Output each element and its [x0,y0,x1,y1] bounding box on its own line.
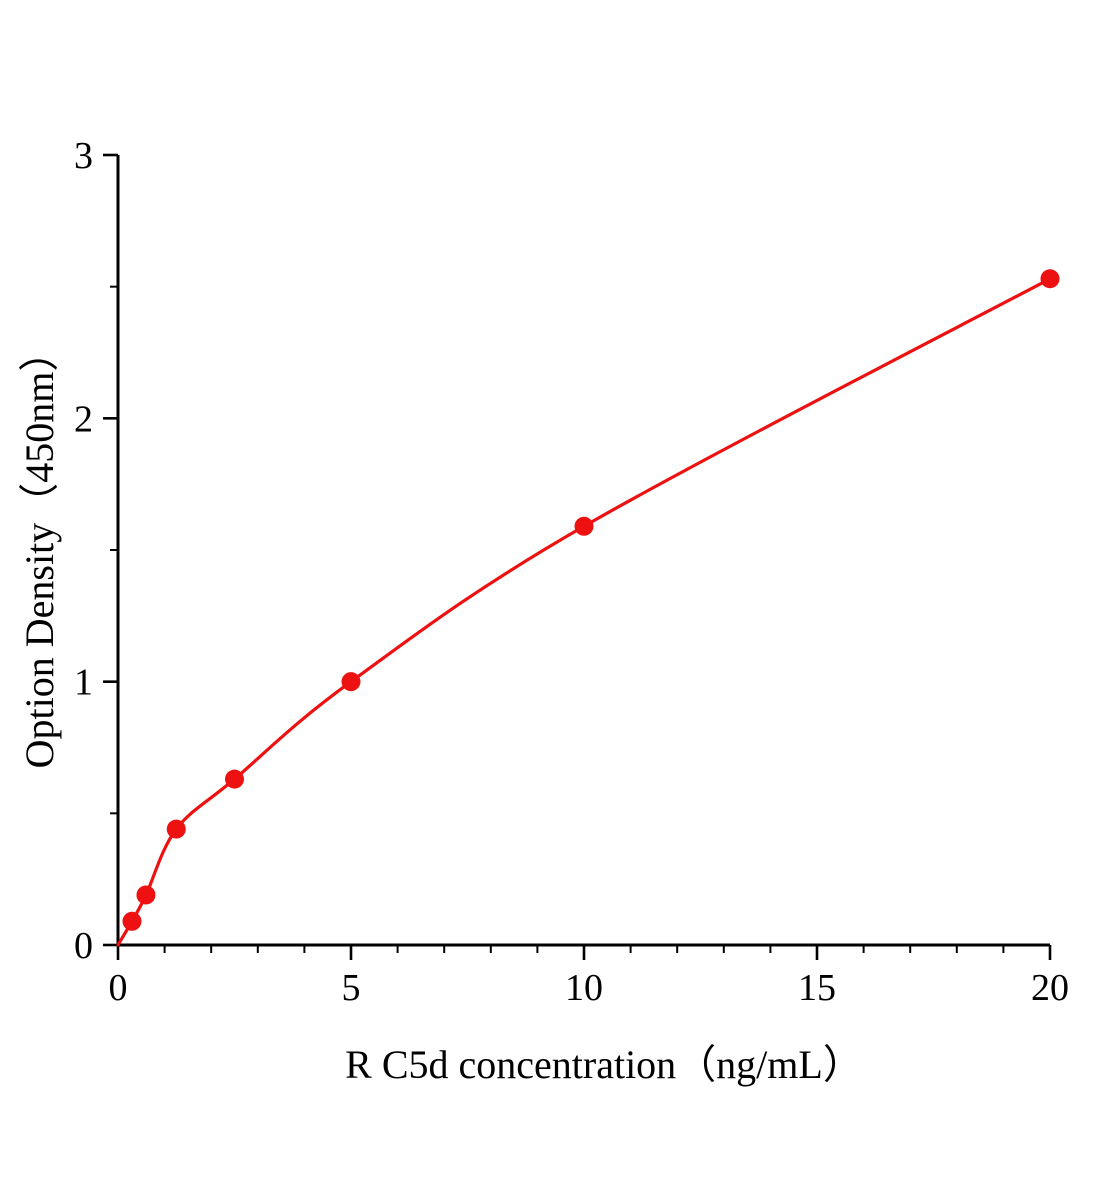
data-point [225,769,244,789]
x-axis-label: R C5d concentration（ng/mL） [345,1042,863,1087]
x-tick-label: 10 [565,967,603,1009]
x-tick-label: 15 [798,967,836,1009]
y-tick-label: 1 [74,662,93,704]
y-tick-label: 3 [74,135,93,177]
y-tick-label: 0 [74,925,93,967]
data-point [122,911,142,931]
x-tick-label: 5 [342,967,361,1009]
y-axis-label: Option Density（450nm） [17,331,62,769]
y-tick-label: 2 [74,398,93,440]
data-point [574,516,594,536]
data-point [166,819,186,839]
data-point [1040,269,1060,289]
fit-curve [116,277,1052,947]
data-point [136,885,156,905]
x-tick-label: 0 [109,967,128,1009]
data-point [341,672,361,692]
x-tick-label: 20 [1031,967,1069,1009]
